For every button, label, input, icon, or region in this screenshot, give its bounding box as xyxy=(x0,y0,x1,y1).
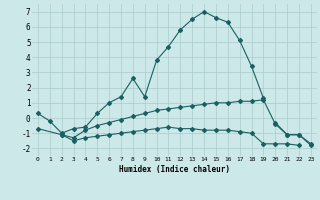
X-axis label: Humidex (Indice chaleur): Humidex (Indice chaleur) xyxy=(119,165,230,174)
